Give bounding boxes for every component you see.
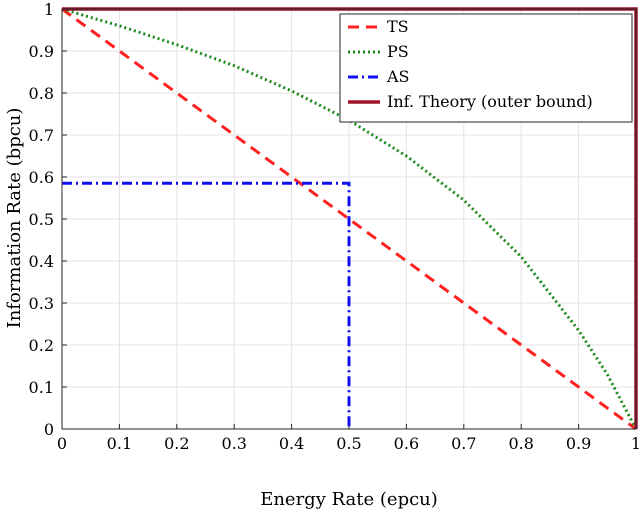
x-tick-label: 0.8 [508,434,533,453]
y-tick-label: 0.4 [29,252,54,271]
legend-label: AS [386,67,410,86]
legend-label: TS [387,17,409,36]
x-tick-label: 0.1 [107,434,132,453]
plot-frame [61,8,637,430]
y-tick-label: 0 [44,420,54,439]
y-tick-label: 0.8 [29,84,54,103]
x-tick-label: 0 [57,434,67,453]
x-tick-label: 0.6 [394,434,419,453]
x-tick-label: 0.5 [336,434,361,453]
legend: TS PS AS Inf. Theory (outer bound) [339,13,633,123]
y-tick-label: 0.2 [29,336,54,355]
y-tick-label: 0.7 [29,126,54,145]
legend-label: Inf. Theory (outer bound) [387,92,593,111]
series-line-ts [61,7,637,431]
x-tick-label: 0.4 [279,434,304,453]
y-tick-label: 0.3 [29,294,54,313]
series-line-ps [61,7,638,430]
y-axis-label: Information Rate (bpcu) [4,108,25,329]
y-tick-label: 0.1 [29,378,54,397]
x-tick-label: 0.9 [566,434,591,453]
x-tick-label: 0.2 [164,434,189,453]
x-axis-label: Energy Rate (epcu) [260,489,438,510]
tick-labels: 0 0.1 0.2 0.3 0.4 0.5 0.6 0.7 0.8 0.9 1 0 0.1 0.2 0.3 0… [29,0,640,453]
x-tick-label: 0.7 [451,434,476,453]
x-tick-label: 1 [631,434,640,453]
y-tick-label: 1 [44,0,54,19]
x-tick-label: 0.3 [221,434,246,453]
y-tick-label: 0.5 [29,210,54,229]
y-tick-label: 0.6 [29,168,54,187]
series-line-as [62,181,351,429]
legend-label: PS [387,42,409,61]
y-tick-label: 0.9 [29,42,54,61]
legend-box [339,13,633,123]
